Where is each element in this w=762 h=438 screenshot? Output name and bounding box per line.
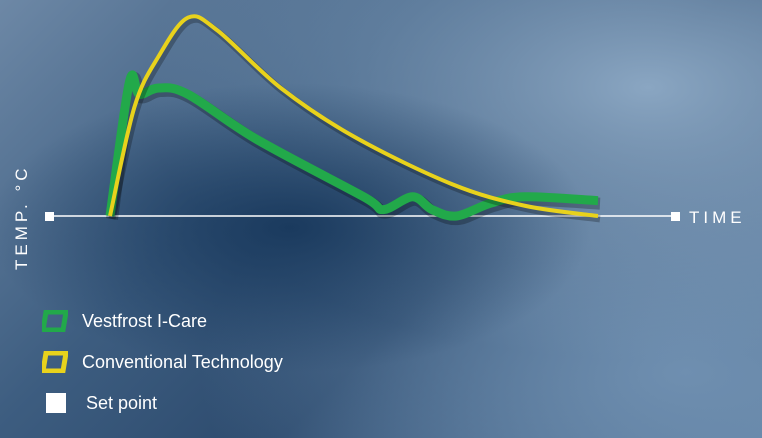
green-frame-icon <box>42 310 68 332</box>
series-line-vestfrost <box>105 70 599 221</box>
white-square-icon <box>46 393 66 413</box>
legend-label-conventional: Conventional Technology <box>82 351 283 372</box>
legend-item-vestfrost: Vestfrost I-Care <box>42 308 283 334</box>
legend-item-conventional: Conventional Technology <box>42 349 283 375</box>
axis-start-marker <box>45 212 54 221</box>
legend-item-setpoint: Set point <box>42 390 283 416</box>
x-axis-label: TIME <box>689 208 746 227</box>
legend-label-vestfrost: Vestfrost I-Care <box>82 310 208 331</box>
series-line-conventional <box>108 14 599 218</box>
yellow-frame-icon <box>42 351 68 373</box>
legend: Vestfrost I-Care Conventional Technology… <box>42 308 283 416</box>
legend-label-setpoint: Set point <box>86 392 158 413</box>
axis-end-marker <box>671 212 680 221</box>
y-axis-label: TEMP. °C <box>12 164 31 270</box>
